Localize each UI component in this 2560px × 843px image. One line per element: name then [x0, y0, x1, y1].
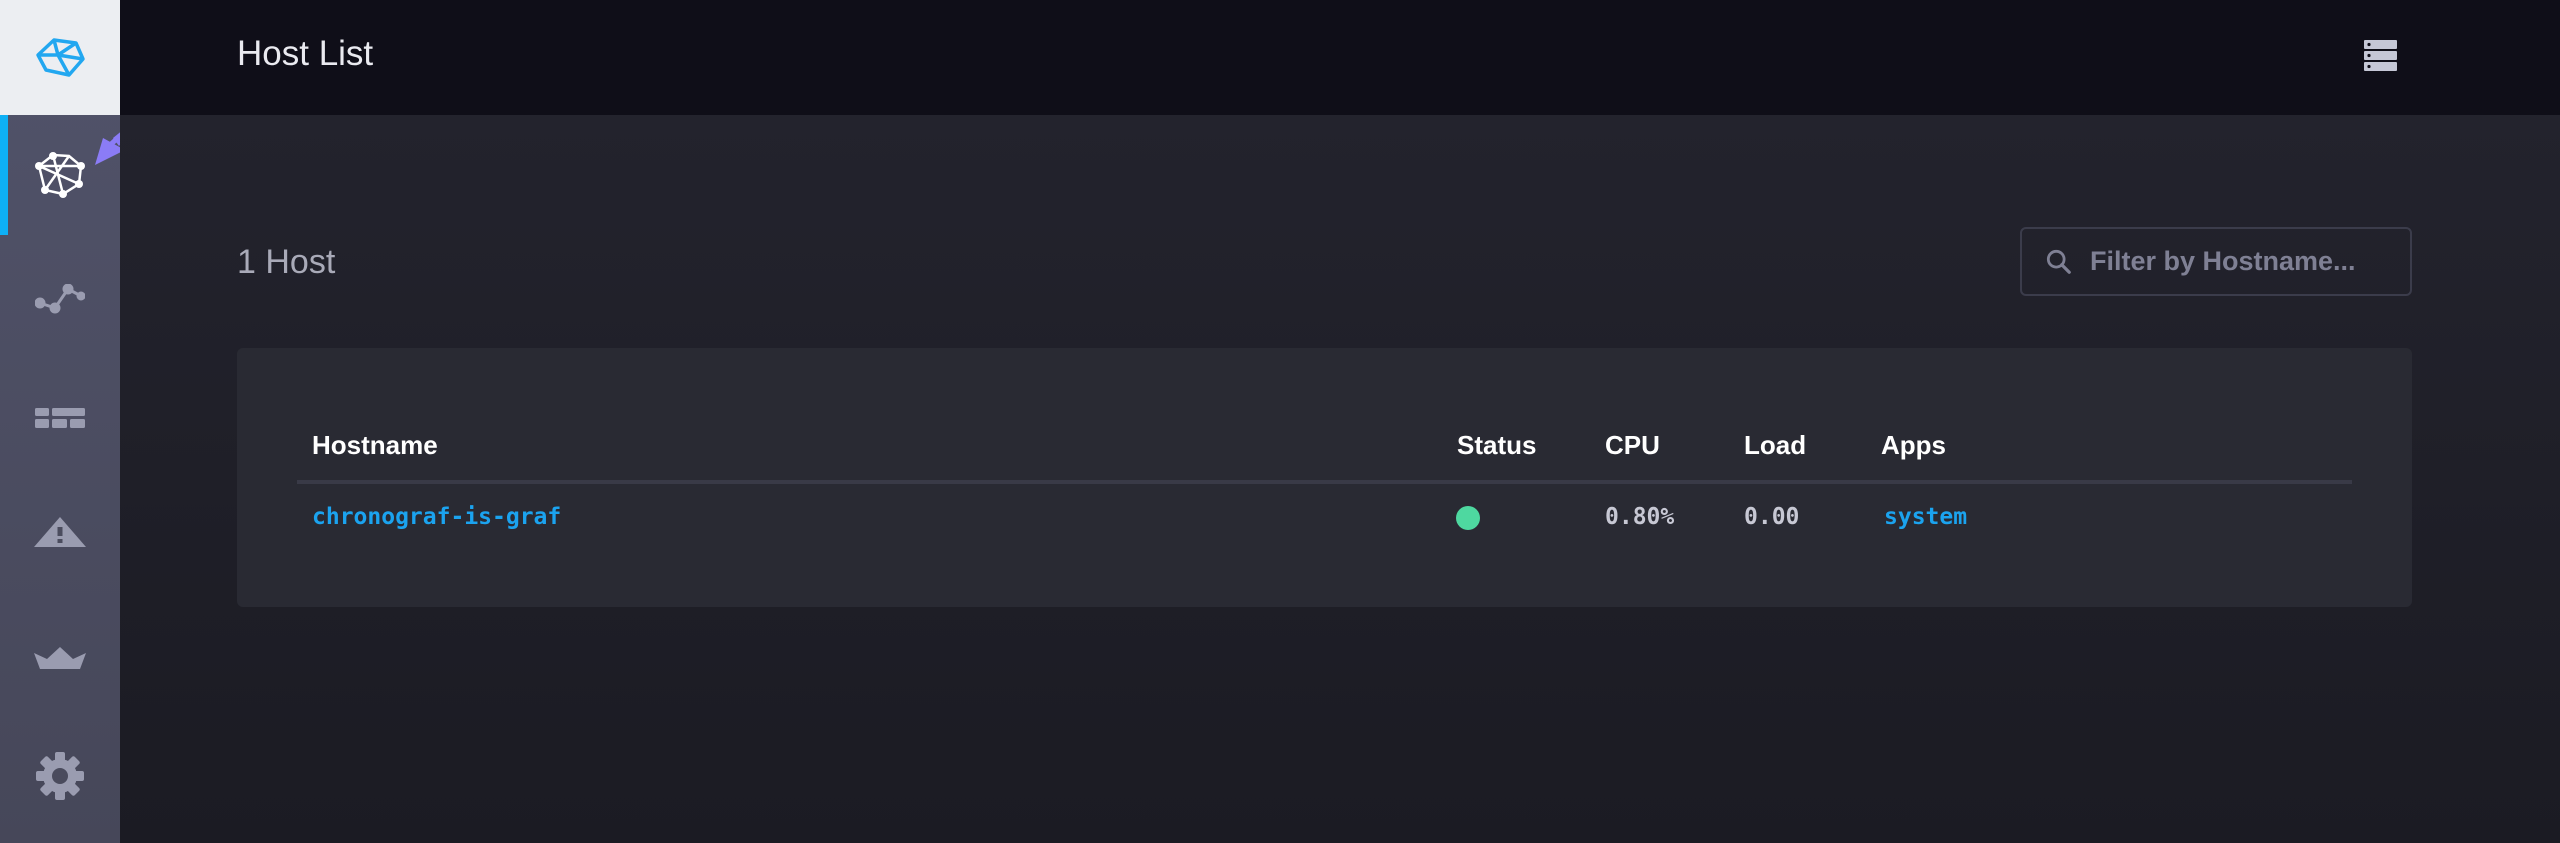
graph-nodes-icon [35, 152, 85, 198]
search-icon [2046, 249, 2071, 274]
crown-icon [34, 647, 86, 669]
column-header-status[interactable]: Status [1457, 430, 1537, 460]
column-header-load[interactable]: Load [1744, 430, 1807, 460]
sidebar-item-admin[interactable] [0, 598, 120, 718]
chronograf-logo-icon [36, 37, 85, 77]
cpu-value: 0.80% [1605, 504, 1675, 530]
column-header-hostname[interactable]: Hostname [312, 430, 438, 460]
column-header-apps: Apps [1881, 430, 1946, 460]
sidebar-item-host-list[interactable] [0, 115, 120, 235]
host-count: 1 Host [237, 243, 336, 281]
page-header: Host List [120, 0, 2560, 115]
server-stack-icon[interactable] [2364, 40, 2397, 72]
status-online-indicator [1456, 506, 1480, 530]
dashboard-grid-icon [35, 408, 85, 428]
sidebar-item-configuration[interactable] [0, 716, 120, 836]
alert-triangle-icon [34, 517, 86, 547]
filter-box[interactable] [2020, 227, 2412, 296]
column-header-cpu[interactable]: CPU [1605, 430, 1660, 460]
load-value: 0.00 [1744, 504, 1800, 530]
sidebar-item-dashboards[interactable] [0, 358, 120, 478]
hostname-link[interactable]: chronograf-is-graf [312, 504, 562, 530]
line-graph-icon [35, 284, 85, 314]
page-title: Host List [237, 34, 374, 73]
sidebar-item-data-explorer[interactable] [0, 239, 120, 359]
filter-hostname-input[interactable] [2090, 246, 2410, 277]
app-link-system[interactable]: system [1884, 504, 1968, 530]
table-divider [297, 480, 2352, 484]
sidebar [0, 0, 120, 843]
gear-icon [36, 752, 84, 800]
logo[interactable] [0, 0, 120, 115]
hosts-table: Hostname Status CPU Load Apps chronograf… [237, 348, 2412, 607]
sidebar-item-alerting[interactable] [0, 472, 120, 592]
